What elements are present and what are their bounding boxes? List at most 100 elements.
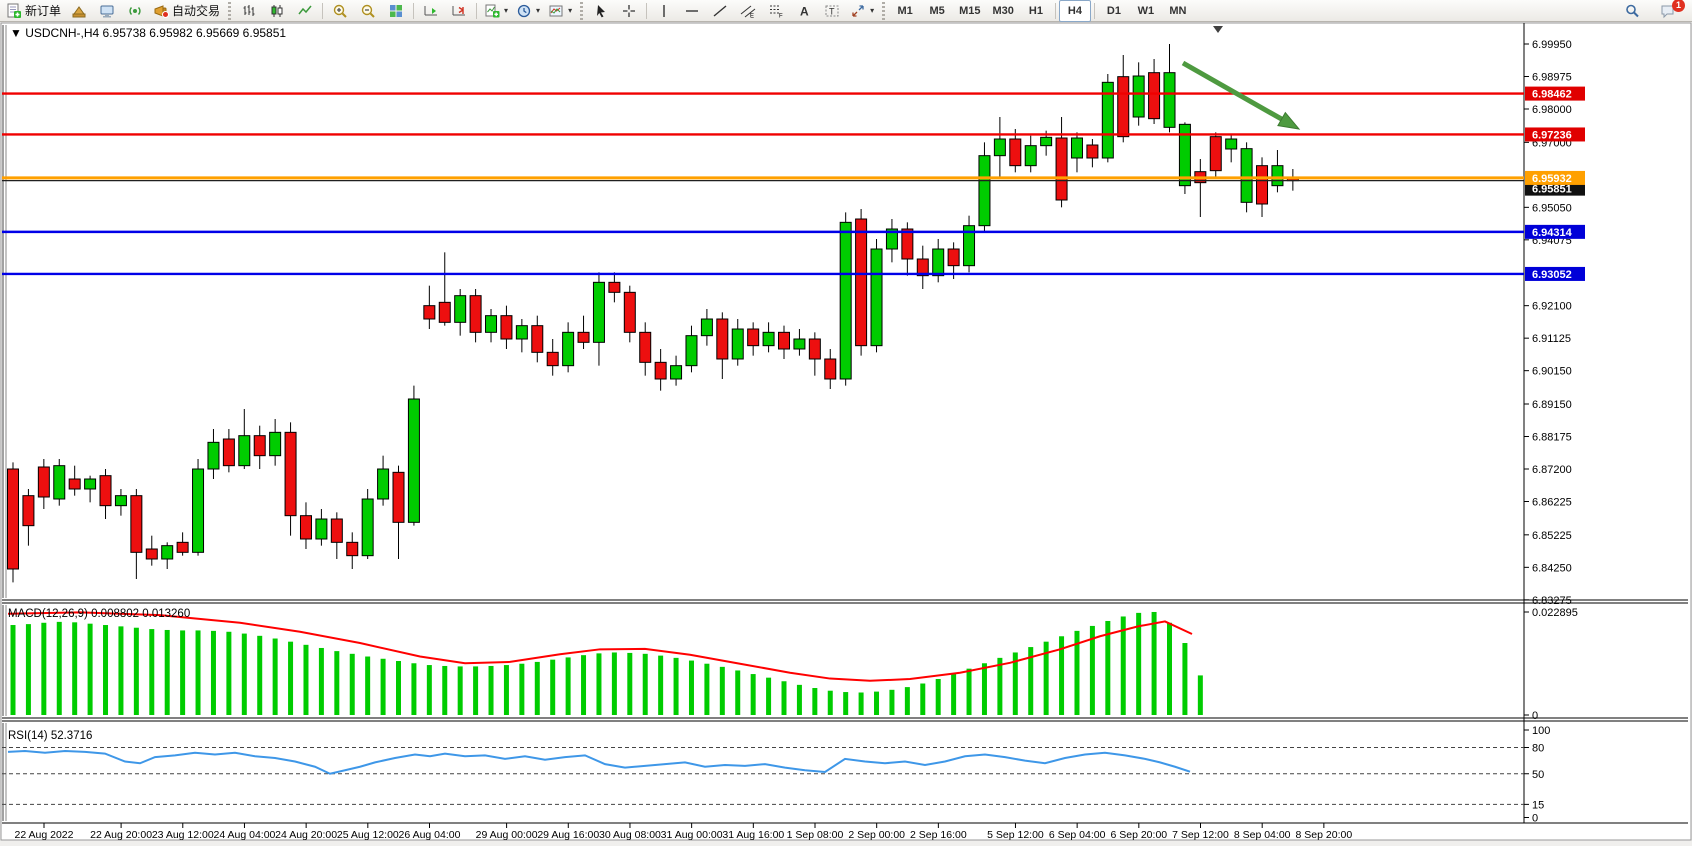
trend-arrow-line[interactable] [1181, 60, 1283, 122]
candle [916, 258, 929, 277]
timeframe-button-w1[interactable]: W1 [1137, 4, 1155, 17]
macd-histogram-bar [1167, 622, 1172, 715]
chart-box-icon [72, 5, 86, 17]
toolbar-grip[interactable] [580, 1, 584, 20]
toolbar-grip[interactable] [228, 1, 232, 20]
macd-histogram-bar [611, 652, 617, 715]
rsi-scale-label: 100 [1532, 725, 1550, 737]
macd-histogram-bar [426, 665, 432, 715]
new-order-button[interactable]: 新订单 [2, 0, 65, 22]
time-axis[interactable]: 22 Aug 2022 22 Aug 20:00 23 Aug 12:00 24 Au… [15, 823, 1353, 841]
macd-histogram-bar [87, 623, 93, 715]
candle [778, 331, 790, 350]
timeframe-button-h4[interactable]: H4 [1058, 0, 1091, 22]
text-button[interactable]: A [790, 0, 818, 22]
time-tick-label: 8 Sep 04:00 [1234, 829, 1291, 841]
auto-scroll-button[interactable] [417, 0, 445, 22]
macd-histogram-bar [750, 674, 756, 715]
macd-histogram-bar [565, 657, 571, 715]
macd-histogram-bar [1151, 611, 1157, 715]
tile-windows-button[interactable] [382, 0, 410, 22]
zoom-in-button[interactable] [326, 0, 354, 22]
candle [346, 541, 359, 557]
channel-button[interactable]: E [734, 0, 762, 22]
indicators-button[interactable]: ▾ [480, 0, 512, 22]
arrows-button[interactable]: ▾ [846, 0, 878, 22]
candle [808, 338, 821, 360]
candle [269, 431, 282, 457]
new-order-icon [7, 3, 21, 18]
candle [500, 315, 513, 340]
chart-shift-marker[interactable] [1213, 26, 1223, 33]
candle [700, 318, 713, 337]
indicators-icon [485, 4, 500, 17]
candle [1225, 138, 1238, 150]
main-toolbar: 新订单 自动交易 ▾ ▾ ▾ E F A T ▾ M1 M5 M15 M30 H1 H4 D1 W1 MN 1 [0, 0, 1692, 22]
trend-arrow-head[interactable] [1277, 111, 1301, 130]
macd-histogram-bar [503, 665, 509, 715]
svg-text:F: F [779, 13, 783, 19]
label-button[interactable]: T [818, 0, 846, 22]
candle [793, 338, 806, 350]
templates-button[interactable]: ▾ [544, 0, 576, 22]
price-badge-resistance [1525, 127, 1585, 142]
time-tick-label: 26 Aug 04:00 [399, 829, 461, 841]
chart-shift-button[interactable] [445, 0, 473, 22]
trendline-icon [713, 4, 727, 17]
candle [670, 365, 683, 380]
toolbar-grip[interactable] [882, 1, 886, 20]
line-chart-button[interactable] [291, 0, 319, 22]
candle [762, 331, 775, 347]
candle [377, 468, 390, 500]
cursor-button[interactable] [587, 0, 615, 22]
timeframe-button-m15[interactable]: M15 [959, 4, 981, 17]
timeframe-button-m1[interactable]: M1 [897, 4, 913, 17]
vertical-line-button[interactable] [650, 0, 678, 22]
candle [361, 498, 374, 557]
trendline-button[interactable] [706, 0, 734, 22]
timeframe-button-m30[interactable]: M30 [992, 4, 1014, 17]
candle [68, 478, 81, 490]
periods-button[interactable]: ▾ [512, 0, 544, 22]
horizontal-line-button[interactable] [678, 0, 706, 22]
toolbar-right-area: 1 [1618, 0, 1690, 22]
candle [114, 495, 127, 507]
candle [284, 431, 297, 517]
signals-button[interactable] [121, 0, 149, 22]
zoom-in-icon [333, 4, 347, 18]
autotrade-button[interactable]: 自动交易 [149, 0, 224, 22]
timeframe-button-d1[interactable]: D1 [1106, 4, 1121, 17]
timeframe-button-mn[interactable]: MN [1169, 4, 1187, 17]
notifications-button[interactable]: 1 [1654, 0, 1685, 22]
macd-indicator-label: MACD(12,26,9) 0.008802 0.013260 [8, 608, 190, 620]
candle [623, 291, 636, 333]
crosshair-button[interactable] [615, 0, 643, 22]
macd-histogram-bar [118, 626, 124, 715]
chevron-down-icon: ▾ [568, 6, 573, 15]
price-tick-label: 6.87200 [1532, 464, 1572, 476]
fibonacci-button[interactable]: F [762, 0, 790, 22]
search-icon [1626, 4, 1639, 17]
bar-chart-button[interactable] [235, 0, 263, 22]
candle-chart-button[interactable] [263, 0, 291, 22]
macd-histogram-bar [981, 663, 987, 715]
search-button[interactable] [1618, 0, 1646, 22]
macd-histogram-bar [781, 681, 787, 715]
macd-histogram-bar [997, 657, 1003, 715]
candle [546, 351, 559, 367]
timeframe-button-h1[interactable]: H1 [1028, 4, 1043, 17]
candle [22, 495, 35, 527]
svg-text:E: E [750, 13, 754, 19]
price-tick-label: 6.95050 [1532, 202, 1572, 214]
candle [84, 478, 97, 490]
macd-histogram-bar [25, 624, 31, 715]
timeframe-button-m5[interactable]: M5 [929, 4, 945, 17]
macd-histogram-bar [41, 622, 47, 715]
candle [932, 248, 945, 277]
candle [947, 248, 960, 267]
open-chart-button[interactable] [65, 0, 93, 22]
terminal-button[interactable] [93, 0, 121, 22]
candle [839, 221, 852, 380]
zoom-out-button[interactable] [354, 0, 382, 22]
